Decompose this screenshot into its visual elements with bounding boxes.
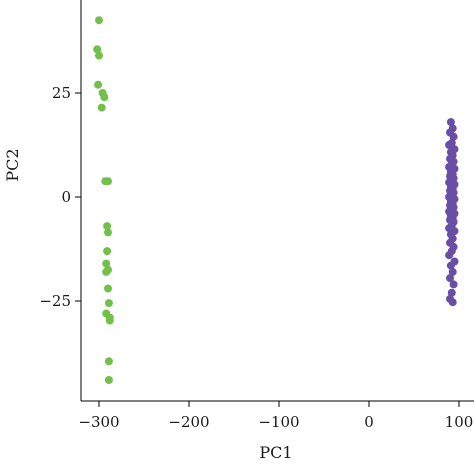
y-tick-label: −25 [39,292,71,310]
data-point [102,267,111,276]
data-point [95,51,103,60]
data-point [104,284,112,293]
x-tick-label: 0 [364,413,374,431]
data-point [102,259,111,268]
data-point [445,251,454,260]
data-point [105,316,114,325]
data-point [97,103,106,112]
data-point [100,93,109,102]
data-point [103,247,112,256]
data-point [104,177,112,186]
data-point [446,274,454,283]
x-axis-label: PC1 [259,443,292,462]
data-point [445,141,454,149]
data-point [93,45,102,54]
data-point [95,16,103,25]
x-axis-ticks: −300 −200 −100 0 100 [78,401,473,431]
data-point [447,288,456,297]
x-tick-label: −300 [78,413,119,431]
points-layer [93,16,459,384]
y-tick-label: 25 [52,84,71,102]
data-point [104,357,113,366]
data-point [446,261,455,270]
data-point [448,298,457,307]
y-axis-label: PC2 [3,148,22,181]
y-axis-ticks: −25 0 25 [39,84,81,310]
data-point [446,118,455,127]
data-point [104,228,112,237]
data-point [104,376,113,384]
data-point [104,299,113,308]
data-point [449,132,458,141]
data-point [94,80,103,89]
data-point [103,222,112,231]
x-tick-label: −200 [168,413,209,431]
data-point [449,280,458,289]
data-point [448,267,457,276]
x-tick-label: −100 [258,413,299,431]
x-tick-label: 100 [445,413,474,431]
y-tick-label: 0 [61,188,71,206]
